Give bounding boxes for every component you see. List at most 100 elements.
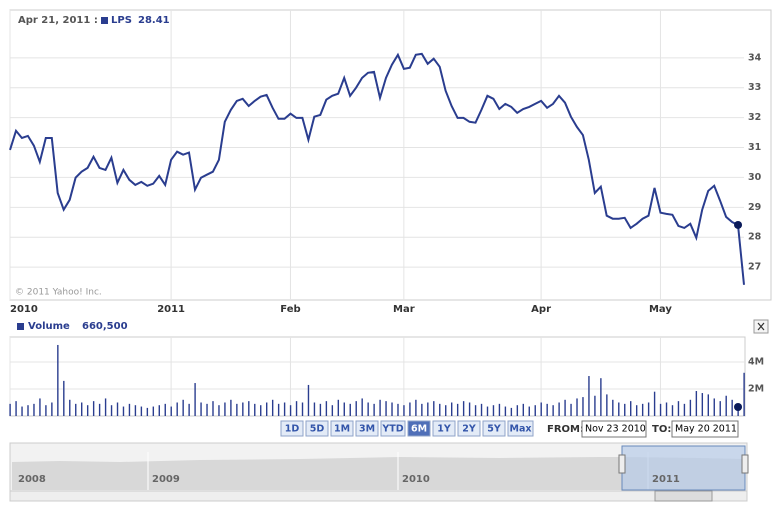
range-button[interactable] [380, 420, 406, 437]
volume-bar [152, 406, 155, 416]
range-button[interactable] [355, 420, 379, 437]
range-button[interactable] [507, 420, 534, 437]
from-input[interactable] [581, 420, 647, 438]
y-tick-label: 34 [748, 52, 762, 63]
scrollbar-thumb[interactable] [654, 490, 713, 502]
volume-bar [391, 402, 393, 416]
range-button[interactable] [305, 420, 329, 437]
y-tick-label: 33 [748, 82, 761, 93]
volume-bar [140, 406, 143, 416]
y-tick-label: 4M [748, 356, 764, 367]
volume-bar [92, 401, 95, 416]
range-button[interactable] [280, 420, 304, 437]
volume-bar [713, 398, 715, 416]
volume-bar [570, 403, 572, 416]
range-button-label: 3M [359, 424, 375, 435]
volume-bar [122, 406, 125, 416]
y-tick-label: 28 [748, 232, 762, 243]
price-panel [9, 9, 772, 301]
volume-bar [194, 383, 196, 416]
volume-bar [385, 401, 387, 416]
volume-bar [606, 394, 608, 416]
x-tick-label: May [649, 304, 672, 315]
volume-bar [618, 402, 620, 416]
volume-bar [588, 376, 590, 416]
range-button[interactable] [432, 420, 456, 437]
navigator-area [12, 457, 745, 490]
volume-bar [546, 403, 548, 416]
volume-bar [510, 407, 513, 416]
volume-bar [218, 405, 220, 416]
volume-bar [701, 393, 704, 416]
volume-bar [474, 405, 477, 416]
volume-bar [564, 399, 566, 416]
x-tick-label: Feb [280, 304, 300, 315]
volume-bar [456, 403, 459, 416]
volume-bar [301, 402, 304, 416]
volume-bar [540, 402, 542, 416]
navigator-handle[interactable] [618, 454, 626, 474]
volume-bar [313, 402, 316, 416]
volume-bar [206, 403, 208, 416]
volume-bar [128, 403, 131, 416]
navigator-handle[interactable] [741, 454, 749, 474]
volume-bar [719, 401, 721, 416]
volume-bar [224, 402, 226, 416]
volume-bar [421, 403, 423, 416]
range-button[interactable] [330, 420, 354, 437]
volume-bar [528, 406, 530, 416]
x-tick-label: 2011 [157, 304, 185, 315]
range-button[interactable] [457, 420, 481, 437]
volume-bar [69, 399, 71, 416]
volume-bar [612, 399, 614, 416]
range-button-label: 1D [285, 424, 300, 435]
volume-bar [516, 405, 519, 416]
volume-bar [647, 402, 650, 416]
range-button-label: 5Y [487, 424, 501, 435]
range-button-label: 5D [310, 424, 325, 435]
volume-bar [504, 406, 507, 416]
volume-bar [558, 402, 560, 416]
volume-bar [349, 403, 351, 416]
volume-bar [164, 403, 166, 416]
volume-bar [343, 402, 345, 416]
volume-bar [134, 405, 137, 416]
volume-bar [433, 401, 435, 416]
volume-bar [635, 405, 638, 416]
y-tick-label: 30 [748, 172, 762, 183]
volume-bar [630, 401, 632, 416]
range-button[interactable] [482, 420, 506, 437]
volume-bar [403, 405, 405, 416]
volume-bar [439, 403, 441, 416]
volume-bar [653, 391, 656, 416]
to-input[interactable] [671, 420, 739, 438]
volume-bar [21, 406, 23, 416]
volume-bar [331, 405, 334, 416]
range-button[interactable] [407, 420, 431, 437]
volume-bar [671, 405, 674, 416]
volume-bar [271, 399, 274, 416]
x-tick-label: Apr [531, 304, 551, 315]
navigator-selection[interactable] [621, 445, 746, 491]
volume-bar [146, 407, 149, 416]
volume-bar [236, 403, 238, 416]
volume-bar [260, 405, 262, 416]
volume-bar [188, 403, 190, 416]
volume-bar [415, 399, 417, 416]
volume-bar [248, 401, 250, 416]
volume-bar [445, 405, 447, 416]
volume-bar [576, 398, 578, 416]
volume-bar [450, 402, 453, 416]
volume-bar [289, 405, 292, 416]
volume-bar [283, 402, 286, 416]
volume-bar [57, 344, 59, 416]
volume-bar [594, 395, 596, 416]
y-tick-label: 31 [748, 142, 761, 153]
volume-bar [361, 398, 363, 416]
volume-bar [86, 405, 89, 416]
volume-bar [624, 403, 626, 416]
navigator-label: 2009 [152, 474, 180, 485]
to-label: TO: [652, 424, 671, 435]
volume-bar [98, 403, 101, 416]
navigator-label: 2011 [652, 474, 680, 485]
